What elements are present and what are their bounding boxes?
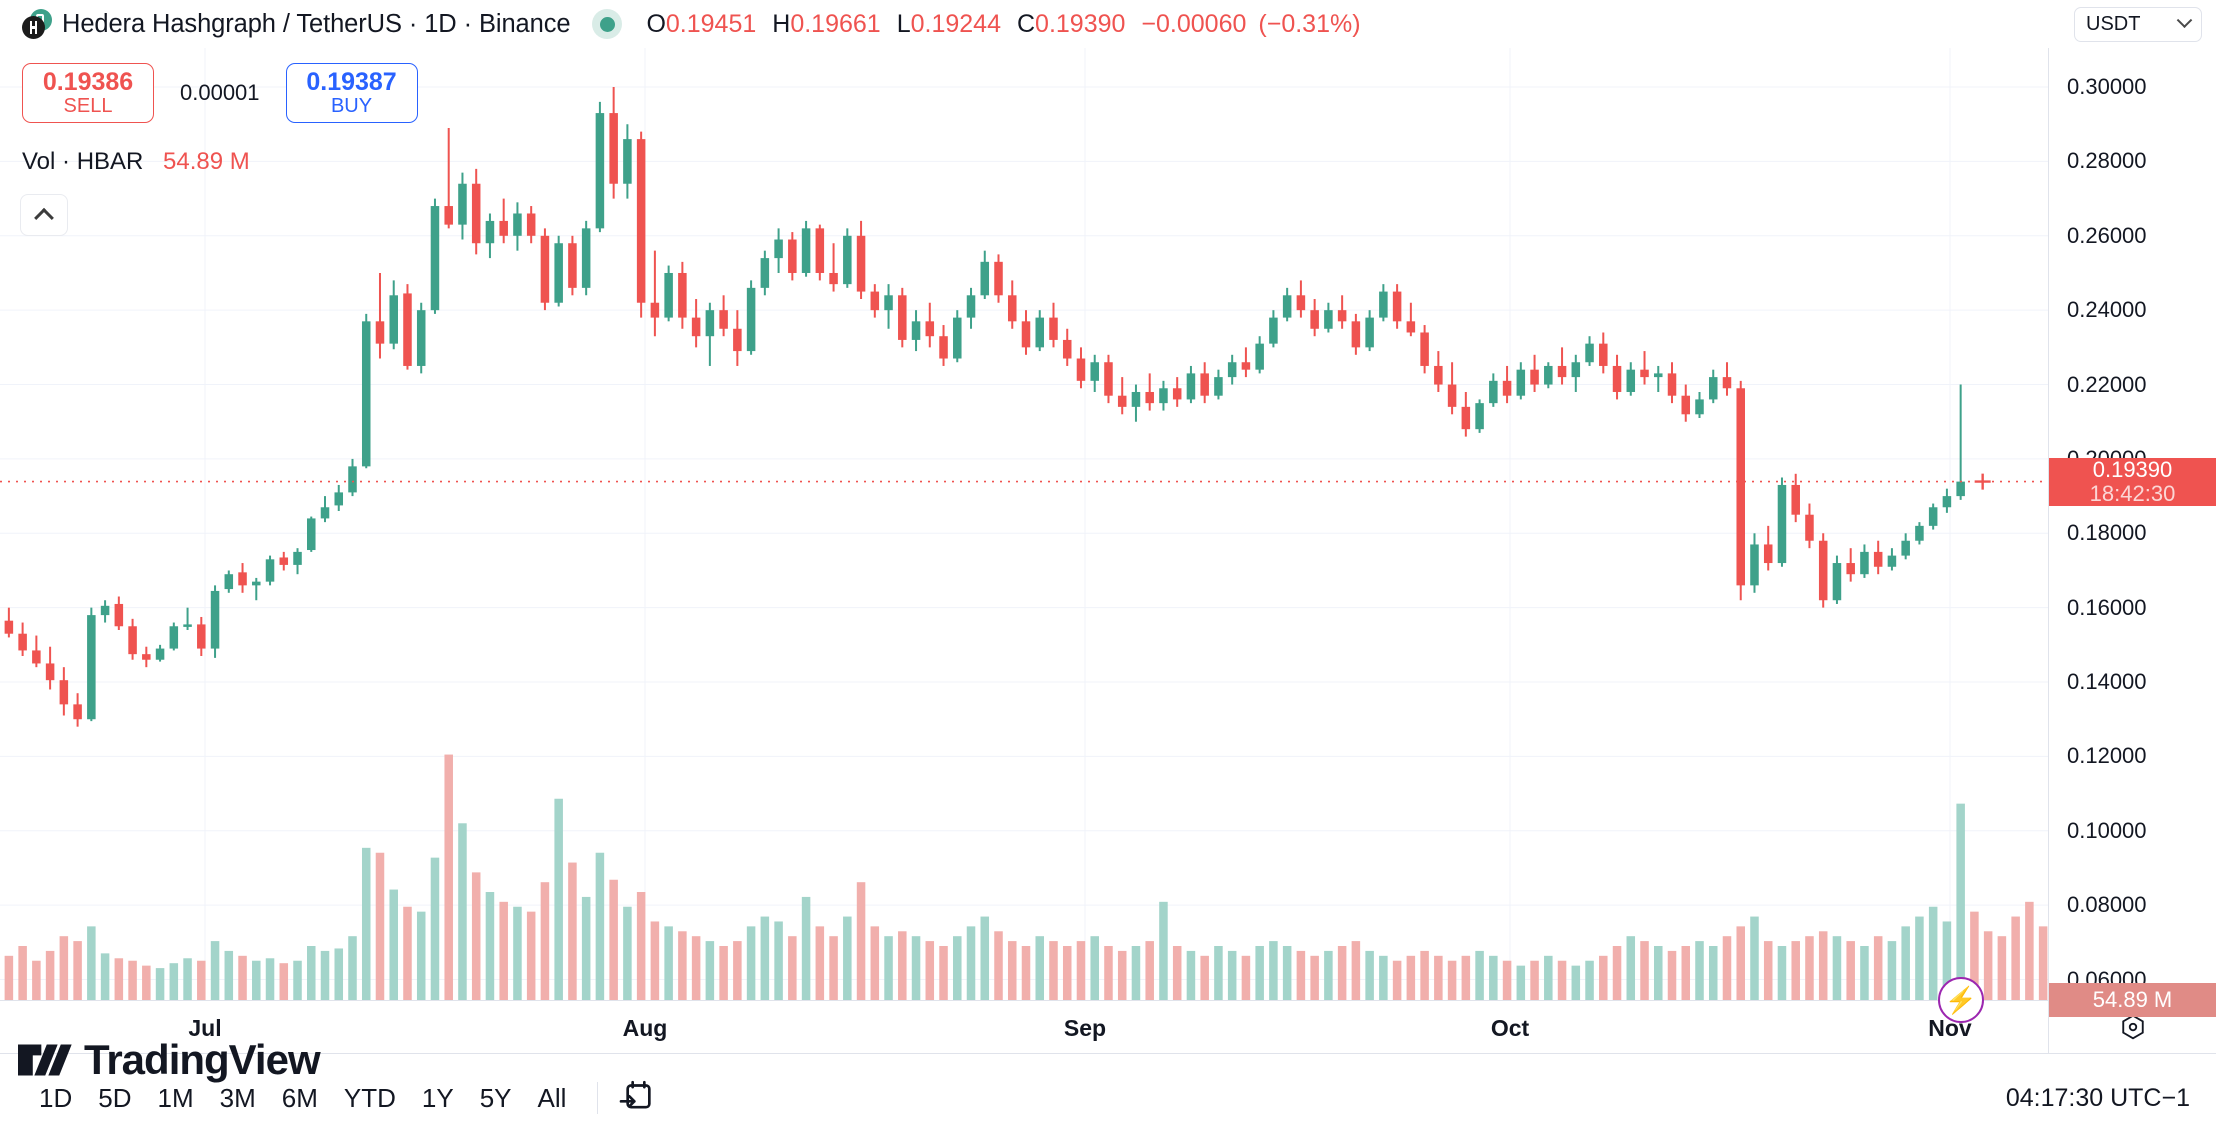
price-tick: 0.22000 — [2067, 371, 2147, 397]
timeframe-group: 1D 5D 1M 3M 6M YTD 1Y 5Y All — [26, 1085, 579, 1111]
price-tick: 0.08000 — [2067, 892, 2147, 918]
buy-button[interactable]: 0.19387 BUY — [285, 63, 418, 123]
ohlc-values: O 0.19451 H 0.19661 L 0.19244 C 0.19390 −0.0… — [646, 10, 1360, 39]
price-tick: 0.18000 — [2067, 520, 2147, 546]
volume-badge[interactable]: 54.89 M — [2049, 983, 2216, 1017]
collapse-legend-button[interactable] — [20, 194, 68, 236]
sell-button[interactable]: 0.19386 SELL — [22, 63, 154, 123]
timeframe-all[interactable]: All — [537, 1083, 567, 1113]
timeframe-5y[interactable]: 5Y — [479, 1083, 512, 1113]
timeframe-1d[interactable]: 1D — [39, 1083, 73, 1113]
price-axis[interactable]: 0.300000.280000.260000.240000.220000.200… — [2048, 48, 2216, 1053]
sell-label: SELL — [63, 95, 113, 118]
time-axis[interactable]: Jul Aug Sep Oct Nov — [0, 1000, 2048, 1053]
timeframe-3m[interactable]: 3M — [219, 1083, 256, 1113]
timeframe-1y[interactable]: 1Y — [421, 1083, 454, 1113]
price-tick: 0.14000 — [2067, 669, 2147, 695]
ohlc-open-label: O — [646, 9, 666, 38]
change-absolute: −0.00060 — [1141, 9, 1247, 38]
price-tick: 0.24000 — [2067, 297, 2147, 323]
current-price-value: 0.19390 — [2092, 456, 2173, 482]
clock-label[interactable]: 04:17:30 UTC−1 — [2005, 1083, 2190, 1112]
hedera-logo-icon — [22, 9, 52, 39]
candlestick-series — [0, 48, 2048, 1000]
ohlc-close-value: 0.19390 — [1035, 9, 1126, 38]
price-tick: 0.26000 — [2067, 222, 2147, 248]
timeframe-6m[interactable]: 6M — [281, 1083, 318, 1113]
current-price-countdown: 18:42:30 — [2089, 480, 2176, 506]
spread-value: 0.00001 — [180, 80, 260, 105]
volume-legend-title: Vol · HBAR — [22, 148, 144, 175]
timeframe-5d[interactable]: 5D — [98, 1083, 132, 1113]
change-percent: (−0.31%) — [1258, 9, 1361, 38]
settings-gear-icon — [2121, 1014, 2144, 1040]
price-tick: 0.28000 — [2067, 148, 2147, 174]
market-open-dot-icon[interactable] — [592, 9, 623, 39]
chevron-down-icon — [2176, 12, 2193, 29]
ohlc-high-label: H — [772, 9, 791, 38]
chart-canvas[interactable] — [0, 48, 2048, 1000]
price-tick: 0.30000 — [2067, 74, 2147, 100]
price-tick: 0.10000 — [2067, 817, 2147, 843]
calendar-goto-icon[interactable] — [616, 1078, 656, 1118]
bottom-toolbar: 1D 5D 1M 3M 6M YTD 1Y 5Y All 04:17:30 UTC−1 — [0, 1053, 2216, 1142]
time-tick: Oct — [1490, 1015, 1530, 1041]
ohlc-high-value: 0.19661 — [790, 9, 881, 38]
quote-currency-select[interactable]: USDT — [2074, 7, 2202, 42]
price-tick: 0.12000 — [2067, 743, 2147, 769]
time-tick: Sep — [1063, 1015, 1107, 1041]
ohlc-close-label: C — [1016, 9, 1036, 38]
price-tick: 0.16000 — [2067, 594, 2147, 620]
ohlc-open-value: 0.19451 — [665, 9, 757, 38]
chevron-up-icon — [34, 207, 54, 228]
timeframe-1m[interactable]: 1M — [157, 1083, 194, 1113]
tradingview-logo-icon: TradingView — [18, 1036, 321, 1084]
toolbar-divider — [597, 1082, 599, 1114]
quote-currency-label: USDT — [2086, 13, 2141, 35]
buy-label: BUY — [330, 95, 373, 118]
tradingview-wordmark: TradingView — [84, 1036, 321, 1083]
ohlc-low-label: L — [896, 9, 911, 38]
volume-badge-value: 54.89 M — [2092, 987, 2173, 1012]
time-tick: Aug — [622, 1015, 668, 1041]
symbol-title[interactable]: Hedera Hashgraph / TetherUS · 1D · Binan… — [62, 9, 571, 38]
current-price-badge[interactable]: 0.19390 18:42:30 — [2049, 458, 2216, 506]
buy-sell-panel: 0.19386 SELL 0.00001 0.19387 BUY — [22, 63, 418, 123]
sell-price: 0.19386 — [42, 67, 134, 96]
volume-legend-value: 54.89 M — [163, 148, 250, 175]
time-tick: Jul — [188, 1015, 222, 1041]
lightning-bolt-icon[interactable]: ⚡ — [1937, 977, 1984, 1023]
buy-price: 0.19387 — [306, 67, 397, 96]
ohlc-low-value: 0.19244 — [910, 9, 1001, 38]
volume-legend[interactable]: Vol · HBAR 54.89 M — [22, 148, 250, 176]
chart-header: Hedera Hashgraph / TetherUS · 1D · Binan… — [0, 0, 2216, 48]
timeframe-ytd[interactable]: YTD — [343, 1083, 396, 1113]
